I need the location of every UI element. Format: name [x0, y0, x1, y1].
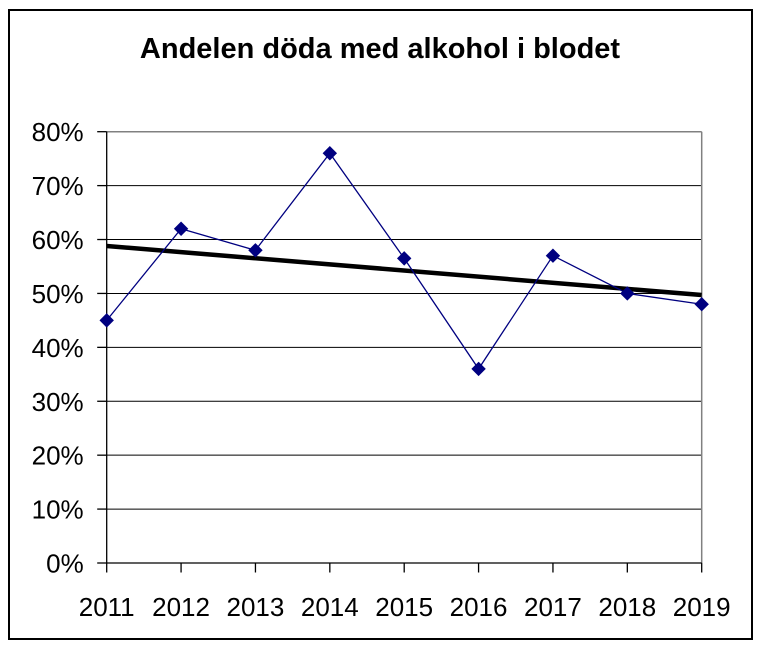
data-point-2011: [99, 313, 114, 328]
y-tick-label-20%: 20%: [32, 441, 84, 471]
data-point-2019: [694, 297, 709, 312]
x-tick-label-2016: 2016: [450, 592, 508, 622]
x-tick-label-2013: 2013: [227, 592, 285, 622]
y-tick-label-0%: 0%: [46, 549, 84, 579]
x-tick-label-2018: 2018: [598, 592, 656, 622]
chart-title: Andelen döda med alkohol i blodet: [139, 33, 621, 65]
x-tick-label-2017: 2017: [524, 592, 582, 622]
y-tick-label-30%: 30%: [32, 387, 84, 417]
y-tick-label-10%: 10%: [32, 495, 84, 525]
data-point-2016: [471, 361, 486, 377]
data-point-2017: [545, 248, 561, 263]
y-tick-label-80%: 80%: [32, 117, 84, 147]
data-point-2014: [322, 146, 338, 161]
chart-frame: [8, 9, 753, 640]
data-point-2013: [248, 243, 263, 258]
y-tick-label-40%: 40%: [32, 333, 84, 363]
data-point-2012: [173, 221, 189, 236]
x-tick-label-2014: 2014: [301, 592, 359, 622]
data-point-2018: [620, 286, 635, 301]
y-tick-label-70%: 70%: [32, 171, 84, 201]
y-tick-label-60%: 60%: [32, 225, 84, 255]
trendline: [106, 243, 702, 298]
x-tick-label-2019: 2019: [673, 592, 731, 622]
x-tick-label-2015: 2015: [375, 592, 433, 622]
x-tick-label-2012: 2012: [152, 592, 210, 622]
data-point-2015: [396, 251, 412, 266]
x-tick-label-2011: 2011: [79, 592, 135, 622]
y-tick-label-50%: 50%: [32, 279, 84, 309]
